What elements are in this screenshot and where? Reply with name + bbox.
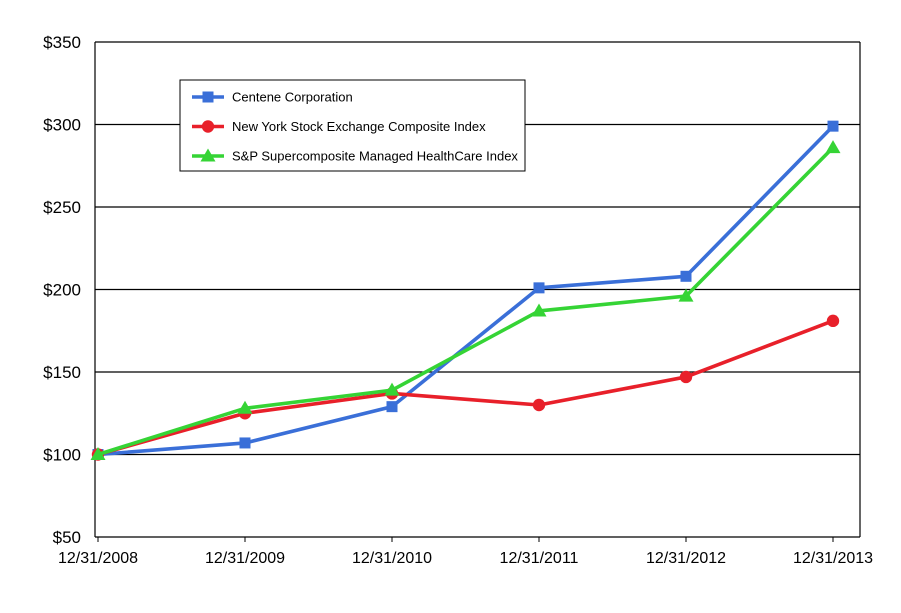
series-1-point-4 <box>679 370 693 384</box>
series-0-point-2 <box>386 401 398 413</box>
series-2-point-2 <box>384 382 400 396</box>
legend-label-2: S&P Supercomposite Managed HealthCare In… <box>232 149 518 164</box>
y-axis-label-250: $250 <box>43 198 81 217</box>
x-axis-label-4: 12/31/2012 <box>646 550 726 567</box>
series-2-point-5 <box>825 140 841 154</box>
x-axis-label-2: 12/31/2010 <box>352 550 432 567</box>
x-axis-label-0: 12/31/2008 <box>58 550 138 567</box>
series-0-point-3 <box>533 282 545 294</box>
y-axis-label-350: $350 <box>43 33 81 52</box>
series-line-0 <box>97 124 835 457</box>
series-1-point-5 <box>826 314 840 328</box>
series-2-point-1 <box>237 400 253 414</box>
series-0-point-4 <box>680 270 692 282</box>
series-1-point-3 <box>532 398 546 412</box>
series-line-1 <box>97 319 834 457</box>
y-axis-label-100: $100 <box>43 446 81 465</box>
legend-marker-0 <box>202 91 214 103</box>
legend-marker-1 <box>201 120 215 133</box>
legend-marker-2 <box>200 148 216 162</box>
series-line-2 <box>97 146 835 457</box>
y-axis-label-50: $50 <box>53 528 81 547</box>
legend-label-1: New York Stock Exchange Composite Index <box>232 119 486 134</box>
y-axis-label-150: $150 <box>43 363 81 382</box>
series-2-point-0 <box>90 447 106 460</box>
legend-box <box>179 79 526 172</box>
legend-label-0: Centene Corporation <box>232 90 353 105</box>
series-0-point-5 <box>827 120 839 132</box>
series-0-point-1 <box>239 437 251 449</box>
y-axis-label-300: $300 <box>43 116 81 135</box>
series-2-point-3 <box>531 303 547 317</box>
x-axis-label-3: 12/31/2011 <box>500 550 579 567</box>
x-axis-label-1: 12/31/2009 <box>205 550 285 567</box>
series-2-point-4 <box>678 288 694 302</box>
x-axis-label-5: 12/31/2013 <box>793 550 873 567</box>
y-axis-label-200: $200 <box>43 281 81 300</box>
